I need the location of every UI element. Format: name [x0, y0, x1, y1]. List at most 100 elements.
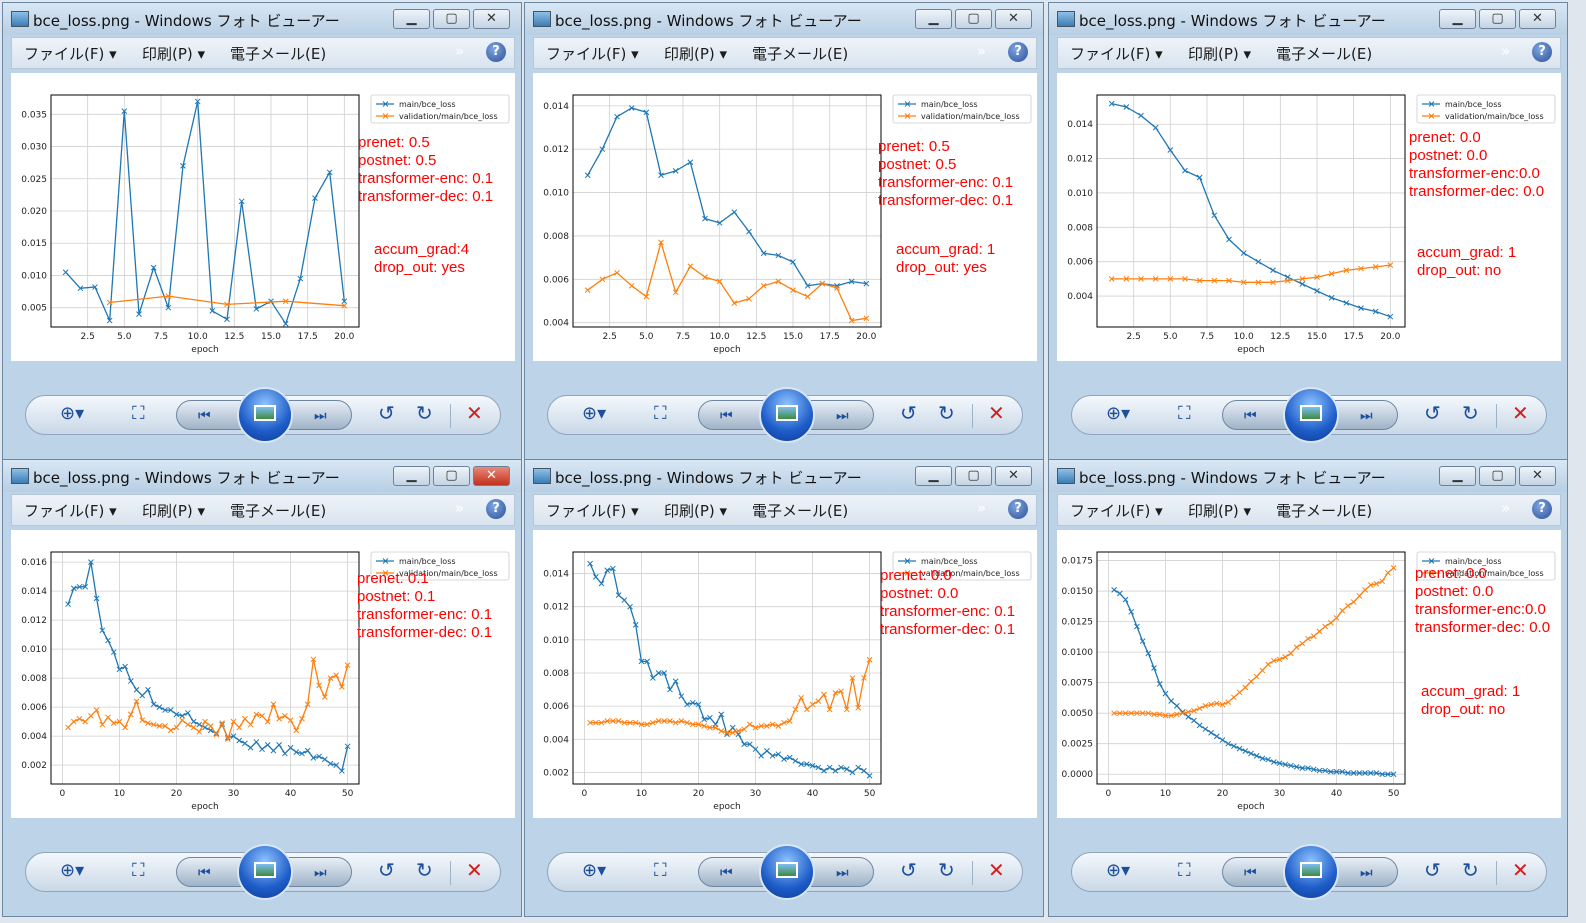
help-icon[interactable]: ?: [1008, 42, 1028, 62]
title-bar[interactable]: bce_loss.png - Windows フォト ビューアー ▁ ▢ ✕: [1049, 460, 1567, 492]
title-bar[interactable]: bce_loss.png - Windows フォト ビューアー ▁ ▢ ✕: [525, 460, 1043, 492]
menu-email[interactable]: 電子メール(E): [230, 45, 327, 63]
help-icon[interactable]: ?: [1008, 499, 1028, 519]
title-bar[interactable]: bce_loss.png - Windows フォト ビューアー ▁ ▢ ✕: [525, 3, 1043, 35]
close-window-button[interactable]: ✕: [995, 466, 1032, 486]
title-bar[interactable]: bce_loss.png - Windows フォト ビューアー ▁ ▢ ✕: [3, 460, 521, 492]
rotate-ccw-icon[interactable]: ↺: [378, 401, 395, 425]
minimize-button[interactable]: ▁: [915, 466, 952, 486]
slideshow-icon[interactable]: [237, 387, 293, 443]
slideshow-icon[interactable]: [1283, 387, 1339, 443]
actual-size-icon[interactable]: ⛶: [654, 860, 667, 881]
previous-icon[interactable]: ⏮: [720, 408, 733, 424]
slideshow-icon[interactable]: [759, 387, 815, 443]
close-window-button[interactable]: ✕: [473, 466, 510, 486]
previous-icon[interactable]: ⏮: [720, 865, 733, 881]
maximize-button[interactable]: ▢: [433, 9, 470, 29]
zoom-icon[interactable]: ⊕▾: [60, 403, 85, 424]
rotate-ccw-icon[interactable]: ↺: [900, 401, 917, 425]
rotate-ccw-icon[interactable]: ↺: [1424, 858, 1441, 882]
title-bar[interactable]: bce_loss.png - Windows フォト ビューアー ▁ ▢ ✕: [1049, 3, 1567, 35]
more-chevron-icon[interactable]: »: [1501, 499, 1511, 517]
menu-file[interactable]: ファイル(F) ▾: [24, 45, 117, 63]
actual-size-icon[interactable]: ⛶: [1178, 860, 1191, 881]
actual-size-icon[interactable]: ⛶: [654, 403, 667, 424]
rotate-cw-icon[interactable]: ↻: [416, 858, 433, 882]
close-window-button[interactable]: ✕: [1519, 466, 1556, 486]
menu-print[interactable]: 印刷(P) ▾: [1188, 502, 1252, 520]
menu-file[interactable]: ファイル(F) ▾: [1070, 45, 1163, 63]
zoom-icon[interactable]: ⊕▾: [582, 403, 607, 424]
menu-print[interactable]: 印刷(P) ▾: [1188, 45, 1252, 63]
delete-icon[interactable]: ✕: [988, 401, 1005, 425]
menu-email[interactable]: 電子メール(E): [1276, 502, 1373, 520]
rotate-ccw-icon[interactable]: ↺: [900, 858, 917, 882]
delete-icon[interactable]: ✕: [466, 858, 483, 882]
rotate-cw-icon[interactable]: ↻: [416, 401, 433, 425]
actual-size-icon[interactable]: ⛶: [1178, 403, 1191, 424]
more-chevron-icon[interactable]: »: [455, 42, 465, 60]
delete-icon[interactable]: ✕: [466, 401, 483, 425]
previous-icon[interactable]: ⏮: [1244, 865, 1257, 881]
previous-icon[interactable]: ⏮: [198, 865, 211, 881]
title-bar[interactable]: bce_loss.png - Windows フォト ビューアー ▁ ▢ ✕: [3, 3, 521, 35]
rotate-cw-icon[interactable]: ↻: [938, 401, 955, 425]
minimize-button[interactable]: ▁: [915, 9, 952, 29]
more-chevron-icon[interactable]: »: [977, 42, 987, 60]
actual-size-icon[interactable]: ⛶: [132, 403, 145, 424]
slideshow-icon[interactable]: [1283, 844, 1339, 900]
next-icon[interactable]: ⏭: [1360, 408, 1373, 424]
help-icon[interactable]: ?: [486, 499, 506, 519]
menu-email[interactable]: 電子メール(E): [230, 502, 327, 520]
maximize-button[interactable]: ▢: [955, 9, 992, 29]
minimize-button[interactable]: ▁: [1439, 466, 1476, 486]
menu-email[interactable]: 電子メール(E): [752, 45, 849, 63]
help-icon[interactable]: ?: [1532, 499, 1552, 519]
menu-file[interactable]: ファイル(F) ▾: [24, 502, 117, 520]
maximize-button[interactable]: ▢: [955, 466, 992, 486]
menu-print[interactable]: 印刷(P) ▾: [142, 45, 206, 63]
zoom-icon[interactable]: ⊕▾: [60, 860, 85, 881]
next-icon[interactable]: ⏭: [836, 865, 849, 881]
help-icon[interactable]: ?: [486, 42, 506, 62]
zoom-icon[interactable]: ⊕▾: [582, 860, 607, 881]
next-icon[interactable]: ⏭: [1360, 865, 1373, 881]
menu-file[interactable]: ファイル(F) ▾: [1070, 502, 1163, 520]
zoom-icon[interactable]: ⊕▾: [1106, 403, 1131, 424]
maximize-button[interactable]: ▢: [1479, 9, 1516, 29]
maximize-button[interactable]: ▢: [1479, 466, 1516, 486]
delete-icon[interactable]: ✕: [1512, 401, 1529, 425]
slideshow-icon[interactable]: [237, 844, 293, 900]
maximize-button[interactable]: ▢: [433, 466, 470, 486]
menu-print[interactable]: 印刷(P) ▾: [142, 502, 206, 520]
delete-icon[interactable]: ✕: [1512, 858, 1529, 882]
menu-file[interactable]: ファイル(F) ▾: [546, 502, 639, 520]
rotate-cw-icon[interactable]: ↻: [1462, 858, 1479, 882]
delete-icon[interactable]: ✕: [988, 858, 1005, 882]
next-icon[interactable]: ⏭: [836, 408, 849, 424]
more-chevron-icon[interactable]: »: [977, 499, 987, 517]
rotate-cw-icon[interactable]: ↻: [938, 858, 955, 882]
minimize-button[interactable]: ▁: [393, 466, 430, 486]
zoom-icon[interactable]: ⊕▾: [1106, 860, 1131, 881]
next-icon[interactable]: ⏭: [314, 865, 327, 881]
menu-print[interactable]: 印刷(P) ▾: [664, 502, 728, 520]
minimize-button[interactable]: ▁: [393, 9, 430, 29]
previous-icon[interactable]: ⏮: [1244, 408, 1257, 424]
rotate-ccw-icon[interactable]: ↺: [378, 858, 395, 882]
next-icon[interactable]: ⏭: [314, 408, 327, 424]
actual-size-icon[interactable]: ⛶: [132, 860, 145, 881]
menu-print[interactable]: 印刷(P) ▾: [664, 45, 728, 63]
menu-email[interactable]: 電子メール(E): [1276, 45, 1373, 63]
more-chevron-icon[interactable]: »: [1501, 42, 1511, 60]
rotate-ccw-icon[interactable]: ↺: [1424, 401, 1441, 425]
minimize-button[interactable]: ▁: [1439, 9, 1476, 29]
more-chevron-icon[interactable]: »: [455, 499, 465, 517]
help-icon[interactable]: ?: [1532, 42, 1552, 62]
close-window-button[interactable]: ✕: [995, 9, 1032, 29]
previous-icon[interactable]: ⏮: [198, 408, 211, 424]
slideshow-icon[interactable]: [759, 844, 815, 900]
close-window-button[interactable]: ✕: [473, 9, 510, 29]
close-window-button[interactable]: ✕: [1519, 9, 1556, 29]
menu-file[interactable]: ファイル(F) ▾: [546, 45, 639, 63]
